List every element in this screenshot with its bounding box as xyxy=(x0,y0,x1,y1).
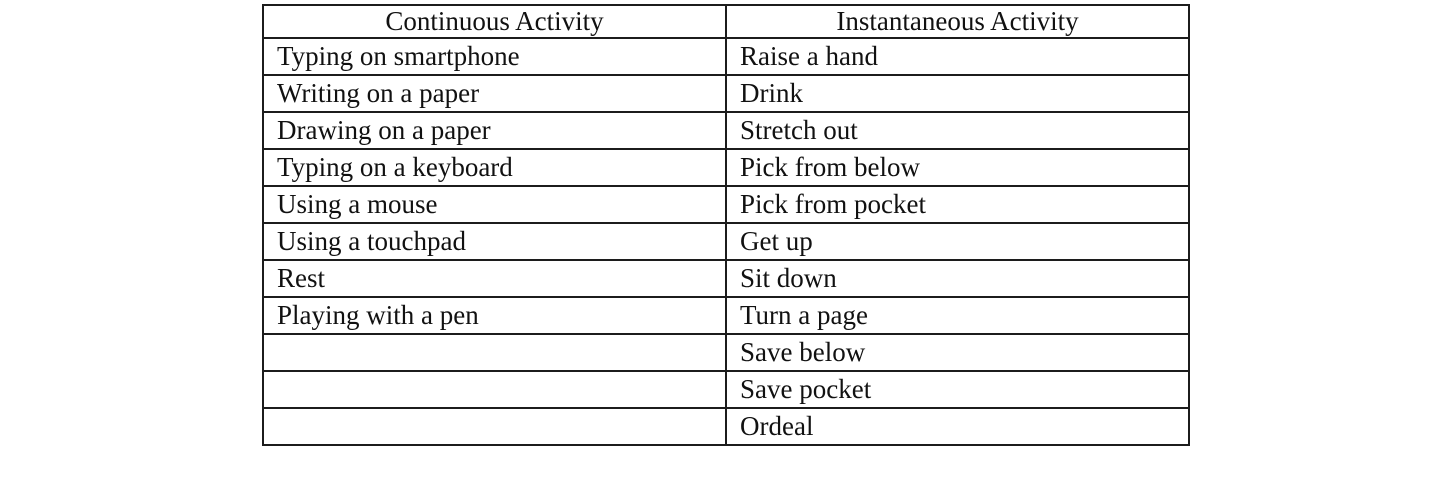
cell-instantaneous: Get up xyxy=(725,222,1190,261)
cell-instantaneous: Raise a hand xyxy=(725,37,1190,76)
cell-continuous: Using a mouse xyxy=(262,185,727,224)
table-row: Ordeal xyxy=(262,407,1190,446)
cell-instantaneous: Stretch out xyxy=(725,111,1190,150)
cell-continuous: Using a touchpad xyxy=(262,222,727,261)
table-row: Playing with a pen Turn a page xyxy=(262,296,1190,335)
cell-continuous: Typing on a keyboard xyxy=(262,148,727,187)
column-header-continuous: Continuous Activity xyxy=(262,4,727,39)
cell-instantaneous: Drink xyxy=(725,74,1190,113)
column-header-instantaneous: Instantaneous Activity xyxy=(725,4,1190,39)
table-body: Typing on smartphone Raise a hand Writin… xyxy=(262,37,1190,446)
table-row: Writing on a paper Drink xyxy=(262,74,1190,113)
cell-continuous: Writing on a paper xyxy=(262,74,727,113)
cell-instantaneous: Save below xyxy=(725,333,1190,372)
table-row: Typing on smartphone Raise a hand xyxy=(262,37,1190,76)
table-row: Using a touchpad Get up xyxy=(262,222,1190,261)
table-row: Save pocket xyxy=(262,370,1190,409)
cell-instantaneous: Ordeal xyxy=(725,407,1190,446)
cell-continuous: Drawing on a paper xyxy=(262,111,727,150)
cell-instantaneous: Sit down xyxy=(725,259,1190,298)
header-row: Continuous Activity Instantaneous Activi… xyxy=(262,4,1190,39)
table-row: Typing on a keyboard Pick from below xyxy=(262,148,1190,187)
cell-continuous: Typing on smartphone xyxy=(262,37,727,76)
table-row: Using a mouse Pick from pocket xyxy=(262,185,1190,224)
cell-instantaneous: Save pocket xyxy=(725,370,1190,409)
cell-instantaneous: Pick from below xyxy=(725,148,1190,187)
cell-instantaneous: Turn a page xyxy=(725,296,1190,335)
cell-continuous xyxy=(262,333,727,372)
table-row: Rest Sit down xyxy=(262,259,1190,298)
cell-continuous: Rest xyxy=(262,259,727,298)
table-row: Drawing on a paper Stretch out xyxy=(262,111,1190,150)
table-header: Continuous Activity Instantaneous Activi… xyxy=(262,4,1190,39)
table-row: Save below xyxy=(262,333,1190,372)
cell-continuous xyxy=(262,370,727,409)
cell-continuous: Playing with a pen xyxy=(262,296,727,335)
cell-continuous xyxy=(262,407,727,446)
cell-instantaneous: Pick from pocket xyxy=(725,185,1190,224)
activity-table: Continuous Activity Instantaneous Activi… xyxy=(262,4,1190,446)
